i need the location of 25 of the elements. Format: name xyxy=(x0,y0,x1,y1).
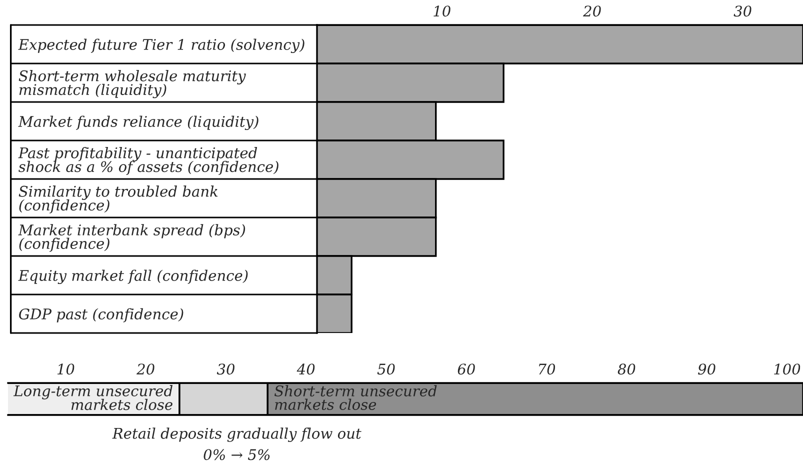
y-tick-label: Expected future Tier 1 ratio (solvency) xyxy=(18,38,304,54)
text: 0% → 5% xyxy=(204,449,270,460)
x-tick-label: 80 xyxy=(618,364,636,375)
y-tick-label: Market funds reliance (liquidity) xyxy=(18,116,258,130)
series-label: Long-term unsecured markets close xyxy=(13,385,173,410)
y-tick-label: Equity market fall (confidence) xyxy=(18,270,248,284)
x-tick-label: 10 xyxy=(434,6,450,17)
y-tick-label: GDP past (confidence) xyxy=(19,308,184,322)
y-tick-label: Short-term wholesale maturity mismatch (liquidity) xyxy=(18,70,246,98)
x-tick-label: 90 xyxy=(698,364,716,375)
x-tick-label: 30 xyxy=(216,364,235,375)
x-tick-label: 20 xyxy=(583,6,601,17)
x-tick-label: 30 xyxy=(734,6,752,17)
x-tick-label: 50 xyxy=(377,364,395,375)
x-tick-label: 40 xyxy=(296,364,315,375)
x-tick-label: 20 xyxy=(136,364,154,375)
x-tick-label: 10 xyxy=(57,364,74,375)
y-tick-label: Past profitability - unanticipated shock as a % of assets (confidence) xyxy=(18,147,278,175)
text: Retail deposits gradually flow out xyxy=(112,428,362,442)
series-label: Short-term unsecured markets close xyxy=(274,385,437,410)
x-tick-label: 100 xyxy=(774,364,800,375)
x-tick-label: 60 xyxy=(458,364,475,375)
y-tick-label: Market interbank spread (bps) (confidence) xyxy=(18,224,246,252)
x-tick-label: 70 xyxy=(539,364,556,375)
y-tick-label: Similarity to troubled bank (confidence) xyxy=(18,186,218,214)
